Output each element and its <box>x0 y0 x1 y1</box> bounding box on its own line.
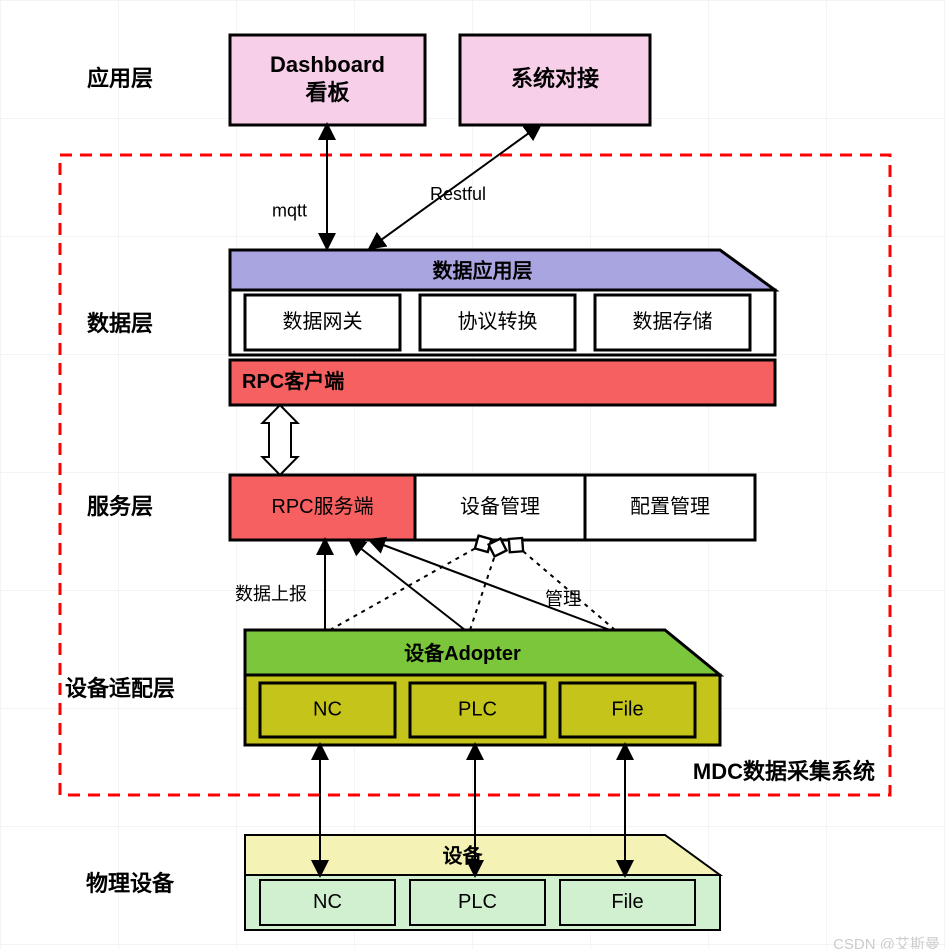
layer-label-device: 物理设备 <box>86 871 175 896</box>
data-cell-label-0: 数据网关 <box>283 310 363 333</box>
watermark: CSDN @艾斯曼 <box>833 936 940 949</box>
device-cell-label-0: NC <box>313 891 342 913</box>
device-layer-tab-label: 设备 <box>443 843 484 867</box>
integration-label: 系统对接 <box>511 66 599 91</box>
adapter-cell-label-0: NC <box>313 698 342 720</box>
rpc-client-label: RPC客户端 <box>242 369 344 393</box>
layer-label-adapter: 设备适配层 <box>65 676 175 701</box>
device-layer-tab <box>245 835 720 875</box>
edge-manage-1 <box>470 540 500 630</box>
dashboard-label2: 看板 <box>305 80 350 105</box>
edge-manage-0 <box>330 540 490 630</box>
edge-mqtt-label: mqtt <box>272 200 307 220</box>
service-cell-label-2: 配置管理 <box>630 495 710 518</box>
device-cell-label-1: PLC <box>458 891 497 913</box>
edge-report-label: 数据上报 <box>235 584 307 604</box>
service-cell-label-0: RPC服务端 <box>271 495 373 518</box>
data-cell-label-2: 数据存储 <box>633 310 713 333</box>
data-cell-label-1: 协议转换 <box>458 310 538 333</box>
adapter-cell-label-2: File <box>611 698 643 720</box>
edge-rpc <box>262 405 297 475</box>
system-boundary-label: MDC数据采集系统 <box>693 759 875 784</box>
layer-label-data: 数据层 <box>87 311 153 336</box>
edge-manage-2 <box>510 540 615 630</box>
service-cell-label-1: 设备管理 <box>460 495 540 518</box>
layer-label-service: 服务层 <box>87 494 153 519</box>
edge-manage-label: 管理 <box>545 589 581 609</box>
edge-restful-label: Restful <box>430 184 486 204</box>
layer-label-app: 应用层 <box>87 66 153 91</box>
adapter-layer-tab-label: 设备Adopter <box>404 641 521 665</box>
dashboard-label: Dashboard <box>270 52 385 77</box>
architecture-diagram: MDC数据采集系统 应用层数据层服务层设备适配层物理设备 Dashboard 看板 系统… <box>0 0 945 949</box>
adapter-cell-label-1: PLC <box>458 698 497 720</box>
device-cell-label-2: File <box>611 891 643 913</box>
data-layer-tab-label: 数据应用层 <box>433 258 533 282</box>
